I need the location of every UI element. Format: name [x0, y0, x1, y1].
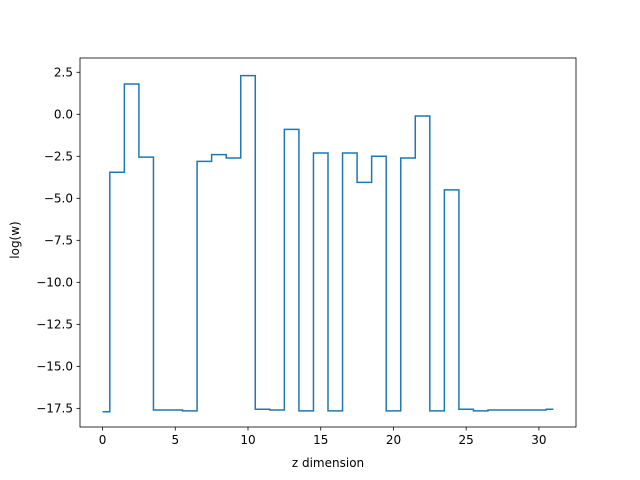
x-tick-label: 30: [531, 433, 546, 447]
y-axis-ticks: 2.5 0.0 −2.5 −5.0 −7.5 −10.0 −12.5 −15.0 −17.5: [36, 65, 80, 415]
y-axis-label: log(w): [8, 221, 22, 258]
plot-area: [79, 57, 577, 428]
y-tick-label: −12.5: [36, 317, 73, 331]
y-tick-label: −5.0: [44, 191, 73, 205]
y-tick-label: 2.5: [54, 65, 73, 79]
axes-frame: [79, 57, 577, 428]
x-axis-ticks: 0 5 10 15 20 25 30: [99, 427, 547, 447]
x-tick-label: 10: [240, 433, 255, 447]
x-axis-label: z dimension: [292, 456, 364, 470]
y-tick-label: −2.5: [44, 149, 73, 163]
y-tick-label: −7.5: [44, 233, 73, 247]
series-line: [102, 74, 554, 413]
x-tick-label: 15: [313, 433, 328, 447]
y-tick-label: −10.0: [36, 275, 73, 289]
y-tick-label: −15.0: [36, 359, 73, 373]
x-tick-label: 25: [459, 433, 474, 447]
y-tick-label: 0.0: [54, 107, 73, 121]
x-tick-label: 5: [171, 433, 179, 447]
y-tick-label: −17.5: [36, 401, 73, 415]
x-tick-label: 20: [386, 433, 401, 447]
x-tick-label: 0: [99, 433, 107, 447]
